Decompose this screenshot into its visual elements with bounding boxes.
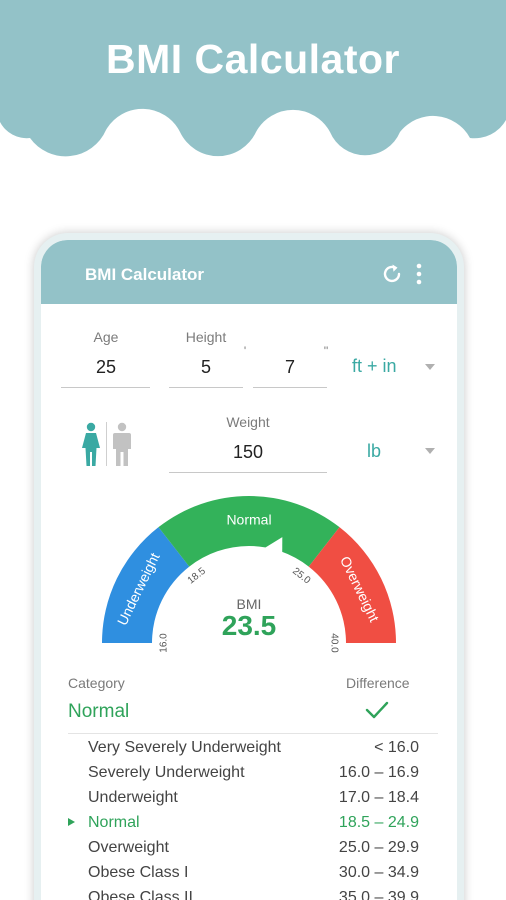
table-row: Obese Class I 30.0 – 34.9 [41, 864, 457, 889]
age-underline [61, 387, 150, 388]
table-row: Normal 18.5 – 24.9 [41, 814, 457, 839]
category-label: Category [68, 675, 125, 691]
table-row-range: < 16.0 [374, 739, 419, 756]
height-inches-underline [253, 387, 327, 388]
age-input[interactable]: 25 [95, 357, 117, 377]
table-row: Obese Class II 35.0 – 39.9 [41, 889, 457, 900]
table-row: Underweight 17.0 – 18.4 [41, 789, 457, 814]
refresh-icon[interactable] [380, 262, 404, 286]
table-row: Severely Underweight 16.0 – 16.9 [41, 764, 457, 789]
weight-unit-select[interactable]: lb [367, 441, 382, 461]
difference-label: Difference [346, 675, 410, 691]
table-row-name: Obese Class I [88, 864, 189, 881]
height-inches-input[interactable]: 7 [284, 357, 295, 377]
table-row-range: 30.0 – 34.9 [338, 864, 419, 881]
table-row-name: Overweight [88, 839, 169, 856]
gauge-label-normal: Normal [226, 512, 271, 528]
female-icon[interactable] [81, 422, 101, 466]
banner-title: BMI Calculator [105, 36, 401, 82]
feet-mark: ' [243, 344, 247, 358]
height-feet-input[interactable]: 5 [200, 357, 211, 377]
result-divider [68, 733, 438, 734]
gauge-tick-label: 18.5 [186, 566, 208, 587]
table-row-name: Normal [88, 814, 140, 831]
table-row-name: Underweight [88, 789, 178, 806]
table-row-range: 17.0 – 18.4 [338, 789, 419, 806]
weight-underline [169, 472, 327, 473]
male-icon[interactable] [111, 422, 133, 466]
gauge-tick-label: 40.0 [328, 633, 339, 653]
table-row-range: 25.0 – 29.9 [338, 839, 419, 856]
category-value: Normal [68, 701, 130, 722]
gender-divider [106, 422, 107, 466]
gauge-segment-normal [158, 496, 340, 567]
table-row-range: 18.5 – 24.9 [338, 814, 419, 831]
table-row-name: Severely Underweight [88, 764, 245, 781]
table-row-name: Obese Class II [88, 889, 193, 900]
table-row-range: 16.0 – 16.9 [338, 764, 419, 781]
current-row-arrow-icon [68, 818, 75, 826]
more-vertical-icon[interactable] [413, 262, 425, 286]
height-unit-select[interactable]: ft + in [352, 356, 397, 376]
height-unit-chevron-down-icon[interactable] [425, 364, 435, 370]
check-icon [365, 701, 389, 719]
banner-background [0, 0, 506, 157]
weight-input[interactable]: 150 [232, 442, 264, 462]
height-feet-underline [169, 387, 243, 388]
bmi-value: 23.5 [221, 610, 277, 641]
table-row: Overweight 25.0 – 29.9 [41, 839, 457, 864]
app-title: BMI Calculator [85, 265, 205, 284]
app-bar: BMI Calculator [41, 240, 457, 304]
table-row: Very Severely Underweight < 16.0 [41, 739, 457, 764]
table-row-name: Very Severely Underweight [88, 739, 281, 756]
age-label: Age [93, 329, 119, 345]
bmi-label: BMI [236, 596, 262, 612]
table-row-range: 35.0 – 39.9 [338, 889, 419, 900]
height-label: Height [185, 329, 227, 345]
gauge-segment-overweight [308, 527, 396, 643]
phone-frame: BMI Calculator Age 25 Height 5 ' 7 '' ft… [34, 233, 464, 900]
gauge-tick-label: 25.0 [290, 566, 312, 587]
weight-label: Weight [226, 414, 270, 430]
inch-mark: '' [323, 344, 329, 358]
gauge-tick-label: 16.0 [159, 633, 170, 653]
gauge-pointer [262, 537, 283, 554]
gauge-segment-underweight [102, 527, 190, 643]
weight-unit-chevron-down-icon[interactable] [425, 448, 435, 454]
